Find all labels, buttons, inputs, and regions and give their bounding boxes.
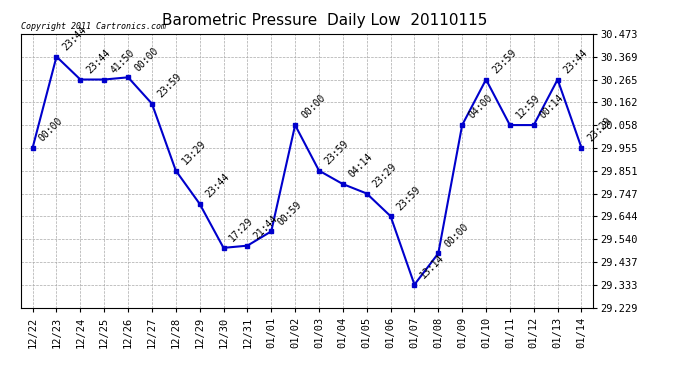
Text: 13:29: 13:29: [180, 139, 208, 166]
Text: 23:59: 23:59: [395, 184, 422, 212]
Text: 00:00: 00:00: [442, 221, 471, 249]
Text: 12:59: 12:59: [514, 93, 542, 121]
Text: 23:29: 23:29: [371, 162, 399, 189]
Text: 23:59: 23:59: [490, 48, 518, 75]
Text: 00:14: 00:14: [538, 93, 566, 121]
Text: 00:59: 00:59: [275, 200, 304, 227]
Text: 23:29: 23:29: [586, 116, 613, 144]
Text: 00:00: 00:00: [299, 93, 327, 121]
Text: 17:29: 17:29: [228, 216, 255, 244]
Text: 04:14: 04:14: [347, 152, 375, 180]
Text: Copyright 2011 Cartronics.com: Copyright 2011 Cartronics.com: [21, 22, 166, 31]
Text: 21:44: 21:44: [252, 214, 279, 242]
Text: Barometric Pressure  Daily Low  20110115: Barometric Pressure Daily Low 20110115: [161, 13, 487, 28]
Text: 13:14: 13:14: [419, 253, 446, 280]
Text: 00:00: 00:00: [37, 116, 65, 144]
Text: 00:00: 00:00: [132, 45, 160, 73]
Text: 23:44: 23:44: [84, 48, 112, 75]
Text: 23:44: 23:44: [61, 25, 88, 52]
Text: 23:44: 23:44: [562, 48, 590, 75]
Text: 23:44: 23:44: [204, 172, 232, 200]
Text: 23:59: 23:59: [156, 72, 184, 99]
Text: 04:00: 04:00: [466, 93, 494, 121]
Text: 41:50: 41:50: [108, 48, 136, 75]
Text: 23:59: 23:59: [323, 139, 351, 166]
